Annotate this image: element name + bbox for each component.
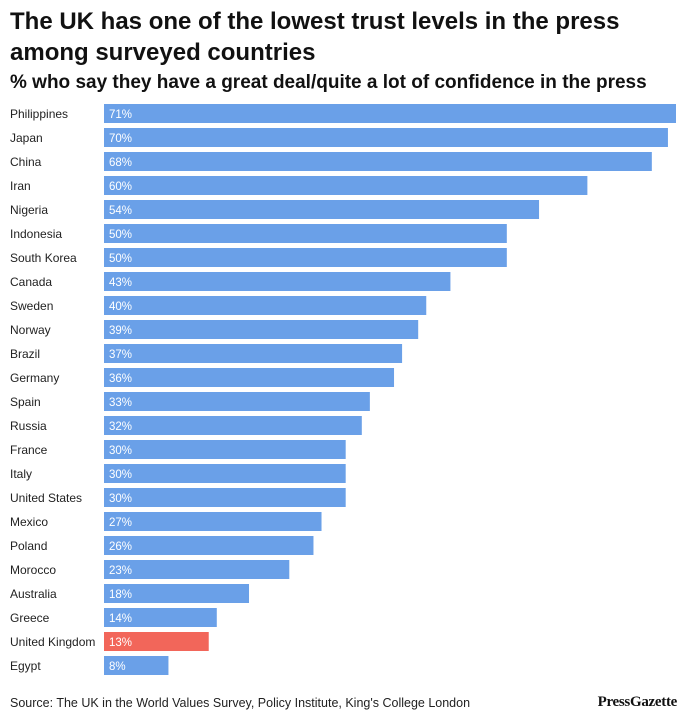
category-label: Philippines (10, 107, 68, 121)
value-label: 36% (109, 373, 132, 385)
bar (104, 152, 652, 171)
bar (104, 272, 451, 291)
chart-title: The UK has one of the lowest trust level… (10, 8, 620, 66)
value-label: 37% (109, 349, 132, 361)
value-label: 27% (109, 517, 132, 529)
value-label: 26% (109, 541, 132, 553)
category-label: Australia (10, 587, 57, 601)
value-label: 40% (109, 301, 132, 313)
bar (104, 296, 427, 315)
bar (104, 440, 346, 459)
category-label: France (10, 443, 48, 457)
bar (104, 320, 419, 339)
value-label: 30% (109, 445, 132, 457)
category-label: United States (10, 491, 82, 505)
category-label: Egypt (10, 659, 41, 673)
category-label: Morocco (10, 563, 56, 577)
category-label: Norway (10, 323, 51, 337)
value-label: 39% (109, 325, 132, 337)
category-label: Iran (10, 179, 31, 193)
value-label: 30% (109, 469, 132, 481)
value-label: 32% (109, 421, 132, 433)
bar (104, 176, 588, 195)
value-label: 33% (109, 397, 132, 409)
bar (104, 464, 346, 483)
source-note: Source: The UK in the World Values Surve… (10, 696, 471, 710)
value-label: 71% (109, 109, 132, 121)
category-label: Russia (10, 419, 47, 433)
category-label: United Kingdom (10, 635, 95, 649)
bar (104, 416, 362, 435)
category-label: Japan (10, 131, 43, 145)
value-label: 43% (109, 277, 132, 289)
category-label: Brazil (10, 347, 40, 361)
bar (104, 368, 395, 387)
bar-chart: Philippines 71% Japan 70% China 68% Iran 60% Nig… (10, 104, 676, 675)
category-label: China (10, 155, 42, 169)
category-label: South Korea (10, 251, 77, 265)
bar (104, 344, 403, 363)
bar (104, 656, 169, 675)
bar (104, 488, 346, 507)
value-label: 23% (109, 565, 132, 577)
value-label: 70% (109, 133, 132, 145)
value-label: 54% (109, 205, 132, 217)
bar (104, 632, 209, 651)
bar (104, 512, 322, 531)
bar (104, 104, 676, 123)
bar (104, 248, 507, 267)
category-label: Spain (10, 395, 41, 409)
value-label: 30% (109, 493, 132, 505)
bar (104, 608, 217, 627)
value-label: 13% (109, 637, 132, 649)
bar (104, 584, 250, 603)
category-label: Indonesia (10, 227, 62, 241)
bar (104, 224, 507, 243)
bar (104, 392, 370, 411)
value-label: 60% (109, 181, 132, 193)
bar (104, 128, 668, 147)
category-label: Poland (10, 539, 47, 553)
category-label: Sweden (10, 299, 53, 313)
value-label: 18% (109, 589, 132, 601)
value-label: 14% (109, 613, 132, 625)
brand-logo: PressGazette (597, 694, 678, 710)
value-label: 8% (109, 661, 126, 673)
category-label: Canada (10, 275, 52, 289)
category-label: Mexico (10, 515, 48, 529)
value-label: 50% (109, 229, 132, 241)
chart-subtitle: % who say they have a great deal/quite a… (10, 72, 647, 93)
category-label: Germany (10, 371, 59, 385)
category-label: Nigeria (10, 203, 48, 217)
bar (104, 536, 314, 555)
bar (104, 200, 540, 219)
category-label: Italy (10, 467, 32, 481)
value-label: 50% (109, 253, 132, 265)
category-label: Greece (10, 611, 50, 625)
value-label: 68% (109, 157, 132, 169)
bar (104, 560, 290, 579)
